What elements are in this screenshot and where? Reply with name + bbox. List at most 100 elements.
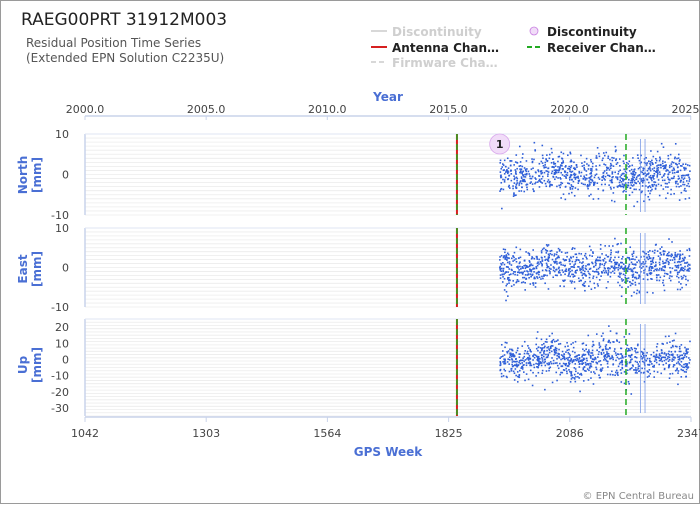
data-point [544, 248, 547, 251]
data-point [510, 172, 513, 175]
legend-item-receiver-change[interactable]: Receiver Chan… [527, 41, 656, 55]
data-point [628, 258, 631, 261]
data-point [653, 181, 655, 183]
data-point [523, 167, 526, 169]
data-point [602, 269, 605, 272]
data-point [647, 190, 650, 192]
data-point [594, 372, 596, 375]
data-point [629, 181, 632, 184]
data-point [671, 254, 673, 257]
data-point [612, 175, 614, 178]
data-point [508, 187, 511, 189]
data-point [667, 352, 670, 355]
data-point [548, 351, 551, 354]
data-point [542, 277, 544, 280]
data-point [660, 253, 662, 256]
data-point [508, 370, 511, 373]
data-point [667, 260, 670, 263]
data-point [553, 166, 555, 169]
data-point [593, 183, 596, 185]
data-point [627, 257, 630, 259]
data-point [605, 151, 608, 154]
data-point [572, 276, 575, 278]
data-point [568, 258, 571, 261]
data-point [633, 267, 636, 269]
data-point [605, 348, 607, 351]
data-point [583, 164, 585, 167]
data-point [589, 183, 591, 186]
legend-item-discontinuity-line[interactable]: Discontinuity [371, 25, 482, 39]
data-point [609, 275, 612, 278]
legend-item-antenna-change[interactable]: Antenna Chan… [371, 41, 499, 55]
data-point [585, 370, 587, 372]
data-point [552, 362, 555, 365]
data-point [573, 247, 576, 250]
data-point [523, 276, 526, 279]
data-point [509, 352, 512, 355]
data-point [657, 179, 660, 181]
data-point [662, 269, 665, 271]
data-point [567, 345, 569, 347]
discontinuity-marker[interactable] [489, 133, 511, 155]
data-point [689, 170, 691, 173]
data-point [601, 349, 604, 351]
data-point [599, 256, 601, 259]
data-point [688, 255, 691, 257]
data-point [665, 353, 668, 355]
data-point [530, 263, 532, 266]
data-point [616, 177, 619, 180]
data-point [539, 358, 541, 360]
data-point [560, 358, 562, 361]
data-point [548, 348, 550, 350]
data-point [567, 154, 569, 157]
data-point [589, 357, 592, 359]
data-point [613, 200, 616, 203]
data-point [636, 271, 639, 274]
data-point [680, 191, 683, 194]
data-point [588, 182, 591, 184]
data-point [589, 267, 592, 270]
data-point [500, 187, 503, 190]
data-point [632, 267, 635, 270]
data-point [524, 359, 527, 361]
data-point [580, 271, 582, 274]
data-point [560, 181, 562, 184]
data-point [547, 167, 549, 170]
data-point [657, 169, 660, 171]
data-point [526, 183, 528, 186]
data-point [552, 175, 554, 178]
legend-item-firmware-change[interactable]: Firmware Cha… [371, 56, 498, 70]
data-point [620, 266, 623, 269]
legend-item-discontinuity-marker[interactable]: Discontinuity [529, 25, 637, 39]
data-point [500, 263, 503, 266]
data-point [623, 162, 625, 165]
data-point [611, 176, 613, 179]
data-point [668, 354, 671, 356]
data-point [667, 154, 670, 157]
data-point [609, 341, 612, 344]
data-point [683, 169, 686, 171]
data-point [566, 251, 569, 254]
data-point [522, 179, 525, 181]
data-point [503, 362, 505, 365]
data-point [564, 273, 566, 276]
data-point [515, 360, 517, 363]
data-point [608, 184, 610, 186]
data-point [645, 175, 647, 177]
data-point [550, 264, 552, 266]
data-point [531, 183, 534, 185]
data-point [617, 251, 619, 254]
data-point [635, 178, 638, 180]
data-point [570, 257, 573, 259]
data-point [689, 267, 691, 270]
data-point [640, 161, 643, 164]
data-point [561, 350, 564, 353]
data-point [673, 171, 676, 174]
data-point [652, 261, 654, 264]
data-point [638, 365, 641, 367]
data-point [571, 269, 573, 272]
data-point [685, 167, 687, 170]
data-point [677, 266, 680, 269]
data-point [504, 358, 506, 361]
data-point [619, 184, 621, 186]
